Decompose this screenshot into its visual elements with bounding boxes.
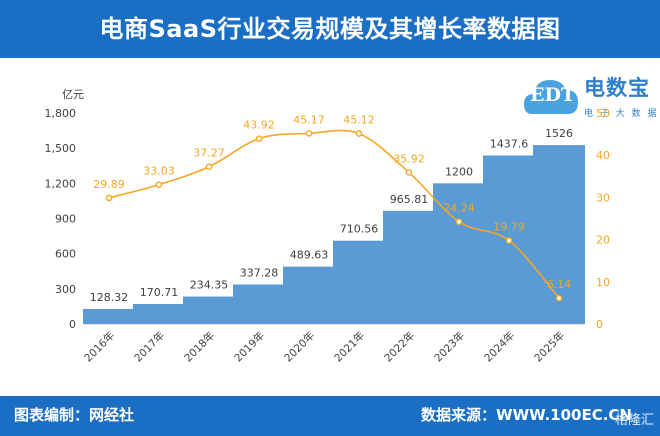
bar-value-label: 170.71 — [140, 286, 179, 299]
growth-rate-point — [505, 237, 513, 244]
bar — [533, 145, 585, 324]
bar-value-label: 965.81 — [390, 193, 429, 206]
y-tick-label: 1,800 — [45, 107, 77, 120]
y-tick-label: 900 — [55, 213, 76, 226]
bar-value-label: 234.35 — [190, 279, 229, 292]
x-tick-label: 2018年 — [182, 329, 218, 365]
rate-value-label: 43.92 — [243, 119, 275, 132]
y2-tick-label: 50 — [596, 107, 610, 120]
y2-tick-label: 20 — [596, 234, 610, 247]
growth-rate-point — [105, 194, 113, 202]
bar — [383, 210, 435, 324]
x-tick-label: 2021年 — [332, 329, 368, 365]
growth-rate-point — [255, 135, 263, 142]
y-axis-title: 亿元 — [62, 88, 84, 101]
bar-value-label: 128.32 — [90, 291, 129, 304]
bar — [83, 308, 135, 324]
brand-logo: EDT 电数宝 电 子 大 数 据 库 — [522, 66, 660, 126]
y-tick-label: 1,200 — [45, 177, 77, 190]
x-tick-label: 2022年 — [382, 329, 418, 365]
y2-tick-label: 30 — [596, 191, 610, 204]
x-tick-label: 2017年 — [132, 329, 168, 365]
bar — [333, 240, 385, 324]
bar — [283, 266, 335, 324]
growth-rate-point — [455, 218, 463, 226]
bar-value-label: 1200 — [445, 165, 473, 178]
bar-value-label: 1437.6 — [490, 137, 529, 150]
x-tick-label: 2019年 — [232, 329, 268, 365]
bar-value-label: 337.28 — [240, 266, 279, 279]
growth-rate-point — [205, 163, 213, 171]
rate-value-label: 33.03 — [143, 165, 175, 178]
growth-rate-point — [355, 130, 363, 137]
x-tick-label: 2016年 — [82, 329, 118, 365]
growth-rate-point — [555, 294, 563, 302]
y-tick-label: 0 — [69, 318, 76, 331]
y-tick-label: 600 — [55, 248, 76, 261]
y2-tick-label: 40 — [596, 149, 610, 162]
rate-value-label: 29.89 — [93, 178, 125, 191]
logo-name: 电数宝 — [584, 76, 650, 100]
footer-source-left: 图表编制：网经社 — [14, 406, 135, 424]
rate-value-label: 45.17 — [293, 113, 325, 126]
rate-value-label: 19.79 — [493, 220, 525, 233]
rate-value-label: 35.92 — [393, 152, 425, 165]
rate-value-label: 24.24 — [443, 202, 475, 215]
footer-banner: 图表编制：网经社 数据来源：WWW.100EC.CN — [0, 396, 660, 436]
footer-source-right: 数据来源：WWW.100EC.CN — [421, 406, 632, 424]
watermark: 格隆汇 — [614, 413, 654, 428]
y2-tick-label: 10 — [596, 276, 610, 289]
growth-rate-point — [155, 181, 163, 188]
bar — [133, 303, 185, 324]
rate-value-label: 6.14 — [547, 278, 572, 291]
y-tick-label: 1,500 — [45, 142, 77, 155]
cloud-logo-icon — [524, 80, 578, 114]
header-banner: 电商SaaS行业交易规模及其增长率数据图 — [0, 0, 660, 58]
chart-plot: 0 300 600 900 1,200 1,500 1,800 0 10 20 30 40 50 2016… — [45, 88, 611, 365]
y2-tick-label: 0 — [596, 318, 603, 331]
bar — [183, 296, 235, 324]
chart-title: 电商SaaS行业交易规模及其增长率数据图 — [99, 15, 561, 43]
y-tick-label: 300 — [55, 283, 76, 296]
growth-rate-line — [108, 129, 560, 299]
x-tick-label: 2020年 — [282, 329, 318, 365]
rate-value-label: 45.12 — [343, 114, 375, 127]
bar-value-label: 489.63 — [290, 249, 329, 262]
x-tick-label: 2023年 — [432, 329, 468, 365]
bar-value-label: 710.56 — [340, 223, 379, 236]
growth-rate-point — [305, 130, 313, 137]
logo-subtitle: 电 子 大 数 据 库 — [584, 109, 660, 119]
rate-value-label: 37.27 — [193, 147, 225, 160]
growth-rate-point — [405, 169, 413, 176]
x-tick-label: 2024年 — [482, 329, 518, 365]
bar-value-label: 1526 — [545, 127, 573, 140]
bar — [233, 284, 285, 324]
logo-mark: EDT — [530, 84, 576, 106]
x-tick-label: 2025年 — [532, 329, 568, 365]
